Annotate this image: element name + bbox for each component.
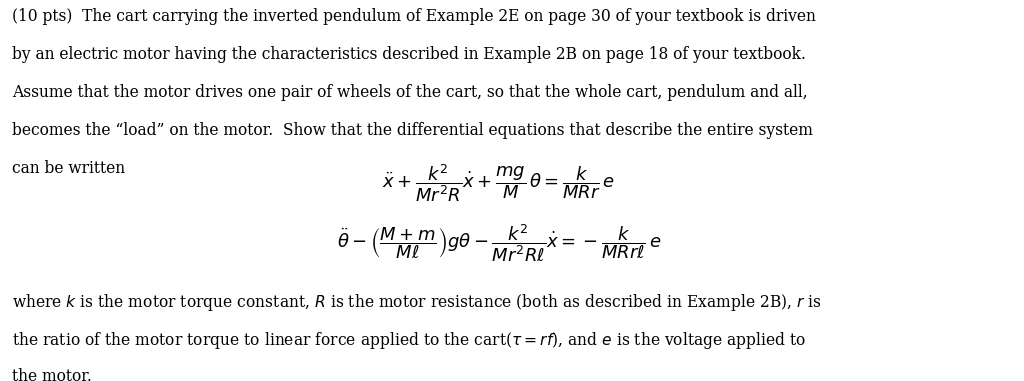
Text: by an electric motor having the characteristics described in Example 2B on page : by an electric motor having the characte…	[12, 46, 806, 63]
Text: (10 pts)  The cart carrying the inverted pendulum of Example 2E on page 30 of yo: (10 pts) The cart carrying the inverted …	[12, 8, 816, 25]
Text: $\ddot{\theta} - \left(\dfrac{M+m}{M\ell}\right)g\theta - \dfrac{k^2}{Mr^2R\ell}: $\ddot{\theta} - \left(\dfrac{M+m}{M\ell…	[337, 222, 662, 264]
Text: $\ddot{x} + \dfrac{k^2}{Mr^2R}\dot{x} + \dfrac{mg}{M}\,\theta = \dfrac{k}{MRr}\,: $\ddot{x} + \dfrac{k^2}{Mr^2R}\dot{x} + …	[383, 162, 615, 204]
Text: where $k$ is the motor torque constant, $R$ is the motor resistance (both as des: where $k$ is the motor torque constant, …	[12, 292, 822, 313]
Text: the ratio of the motor torque to linear force applied to the cart($\tau = rf$), : the ratio of the motor torque to linear …	[12, 330, 807, 351]
Text: becomes the “load” on the motor.  Show that the differential equations that desc: becomes the “load” on the motor. Show th…	[12, 122, 813, 139]
Text: Assume that the motor drives one pair of wheels of the cart, so that the whole c: Assume that the motor drives one pair of…	[12, 84, 808, 101]
Text: the motor.: the motor.	[12, 368, 92, 381]
Text: can be written: can be written	[12, 160, 125, 177]
